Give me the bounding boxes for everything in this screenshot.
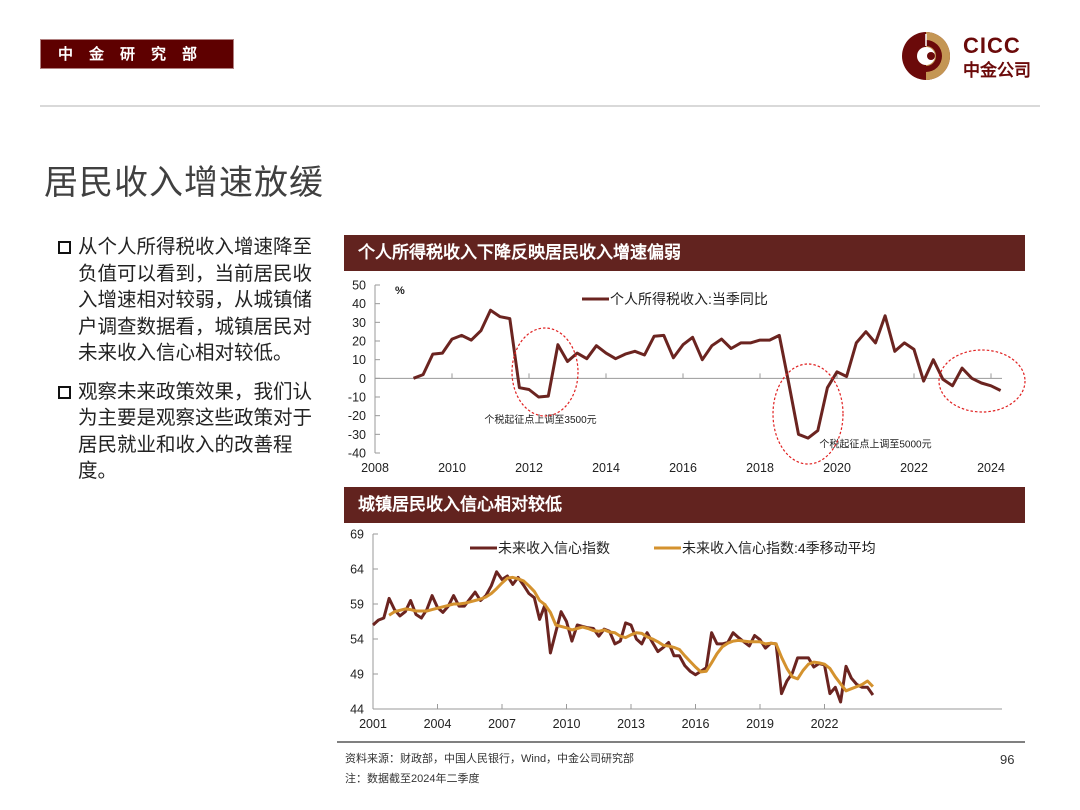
data-note: 注：数据截至2024年二季度 [345,773,480,785]
page-title: 居民收入增速放缓 [44,164,324,202]
x-tick-label: 2012 [515,461,543,475]
y-unit-label: % [395,285,405,297]
chart2-title-bar: 城镇居民收入信心相对较低 [344,487,1025,523]
x-tick-label: 2020 [823,461,851,475]
bullet-list: 从个人所得税收入增速降至负值可以看到，当前居民收入增速相对较弱，从城镇储户调查数… [58,234,318,497]
y-tick-label: 49 [350,668,364,682]
x-tick-label: 2022 [900,461,928,475]
y-tick-label: 59 [350,598,364,612]
y-tick-label: 0 [359,372,366,386]
y-tick-label: -10 [348,391,366,405]
x-tick-label: 2022 [811,717,839,731]
source-note: 资料来源：财政部，中国人民银行，Wind，中金公司研究部 [345,753,635,765]
legend-label: 未来收入信心指数:4季移动平均 [682,540,876,556]
header-divider [40,105,1040,107]
hollow-square-bullet-icon [58,385,71,399]
y-tick-label: 20 [352,335,366,349]
y-tick-label: 50 [352,279,366,293]
department-tag: 中金研究部 [40,39,234,69]
highlight-circle [938,349,1026,413]
series-line [388,575,874,693]
annotation-label: 个税起征点上调至5000元 [819,437,931,450]
x-tick-label: 2004 [424,717,452,731]
x-tick-label: 2014 [592,461,620,475]
y-tick-label: 40 [352,297,366,311]
bullet-text: 从个人所得税收入增速降至负值可以看到，当前居民收入增速相对较弱，从城镇储户调查数… [78,236,313,364]
series-line [371,570,875,704]
logo-text-cn: 中金公司 [963,61,1031,80]
footer-divider [337,741,1025,743]
legend-label: 个人所得税收入:当季同比 [610,291,768,307]
page-number: 96 [1000,752,1015,767]
series-line [412,308,1002,440]
hollow-square-bullet-icon [58,241,71,254]
y-tick-label: 44 [350,703,364,717]
highlight-circle [772,363,844,465]
y-tick-label: 30 [352,316,366,330]
y-tick-label: -40 [348,447,366,461]
x-tick-label: 2024 [977,461,1005,475]
chart1-title-bar: 个人所得税收入下降反映居民收入增速偏弱 [344,235,1025,271]
cicc-logo: CICC 中金公司 [900,28,1050,84]
bullet-text: 观察未来政策效果，我们认为主要是观察这些政策对于居民就业和收入的改善程度。 [78,380,313,483]
annotation-label: 个税起征点上调至3500元 [484,413,596,426]
x-tick-label: 2013 [617,717,645,731]
highlight-circle [511,327,579,417]
y-tick-label: -30 [348,428,366,442]
x-tick-label: 2019 [746,717,774,731]
x-tick-label: 2008 [361,461,389,475]
x-tick-label: 2007 [488,717,516,731]
y-tick-label: 69 [350,528,364,542]
x-tick-label: 2010 [438,461,466,475]
cicc-ring-logo-icon [902,32,950,80]
legend-label: 未来收入信心指数 [498,540,610,556]
y-tick-label: 64 [350,563,364,577]
x-tick-label: 2016 [682,717,710,731]
x-tick-label: 2001 [359,717,387,731]
x-tick-label: 2016 [669,461,697,475]
x-tick-label: 2010 [553,717,581,731]
y-tick-label: -20 [348,409,366,423]
bullet-item: 观察未来政策效果，我们认为主要是观察这些政策对于居民就业和收入的改善程度。 [58,379,318,485]
bullet-item: 从个人所得税收入增速降至负值可以看到，当前居民收入增速相对较弱，从城镇储户调查数… [58,234,318,367]
logo-text-en: CICC [963,33,1021,58]
y-tick-label: 10 [352,353,366,367]
x-tick-label: 2018 [746,461,774,475]
y-tick-label: 54 [350,633,364,647]
